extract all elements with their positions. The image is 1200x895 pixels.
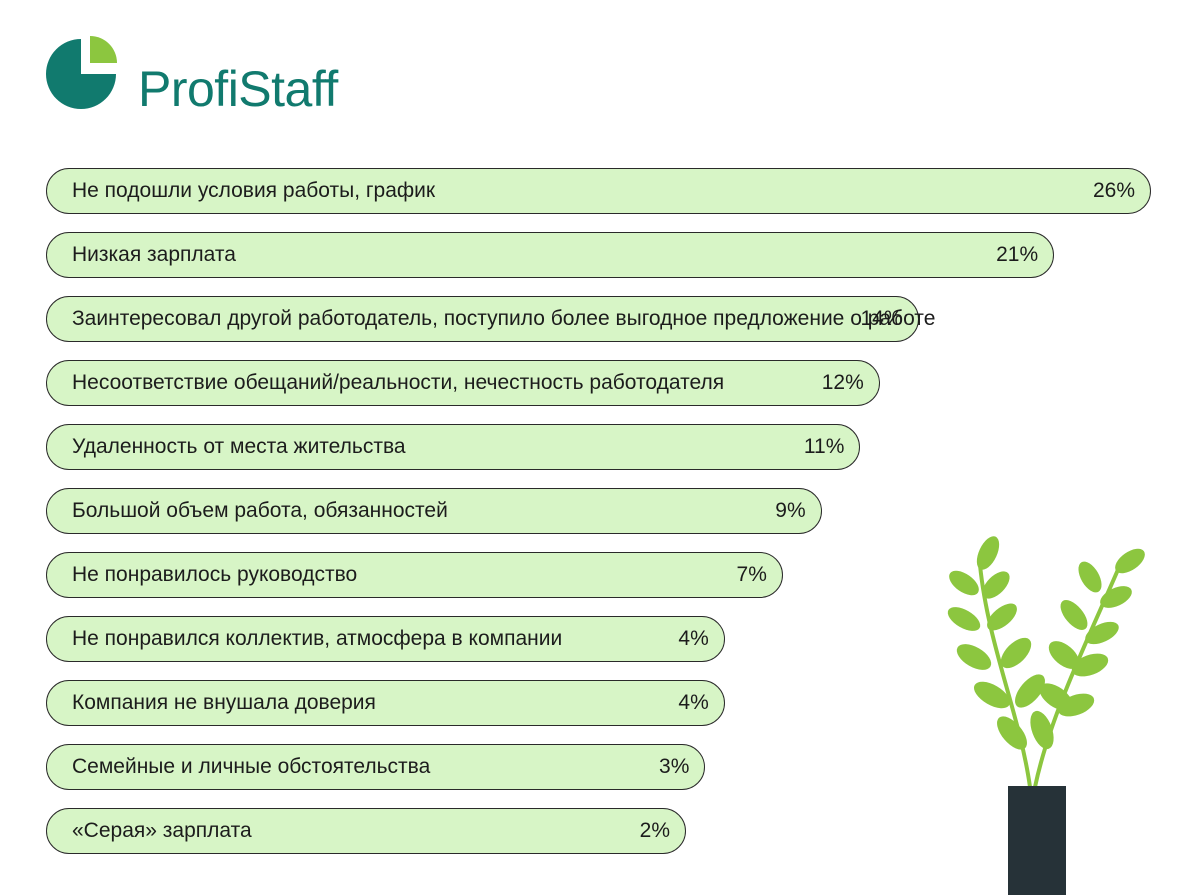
bar: Семейные и личные обстоятельства 3% [46,744,706,790]
potted-plant-icon [947,536,1145,895]
bar: Не подошли условия работы, график 26% [46,168,1151,214]
bar-value-label: 3% [659,755,690,778]
bar-value-label: 7% [736,563,767,586]
bar-label: «Серая» зарплата [72,819,252,842]
bar-label: Большой объем работа, обязанностей [72,499,448,522]
bar-label: Не понравилось руководство [72,563,358,586]
bar-value-label: 14% [860,307,903,330]
bar: Несоответствие обещаний/реальности, нече… [46,360,880,406]
bar: Заинтересовал другой работодатель, посту… [46,296,935,342]
bar-value-label: 2% [639,819,670,842]
bar-label: Компания не внушала доверия [72,691,376,714]
bar-label: Несоответствие обещаний/реальности, нече… [72,371,725,394]
bar-value-label: 9% [775,499,806,522]
bar-value-label: 21% [996,243,1039,266]
bar: Компания не внушала доверия 4% [46,680,725,726]
bar-value-label: 11% [803,435,845,458]
bar-label: Заинтересовал другой работодатель, посту… [72,307,936,330]
bar: Удаленность от места жительства 11% [46,424,861,470]
bar-label: Низкая зарплата [72,243,236,266]
bar-value-label: 12% [821,371,864,394]
bar-label: Не подошли условия работы, график [72,179,436,202]
bar: Не понравилось руководство 7% [46,552,783,598]
bar-label: Удаленность от места жительства [72,435,406,458]
bar-value-label: 4% [678,691,709,714]
brand-name: ProfiStaff [138,61,338,117]
brand-logo: ProfiStaff [44,36,374,117]
bar: «Серая» зарплата 2% [46,808,686,854]
bar-label: Семейные и личные обстоятельства [72,755,431,778]
pie-logo-icon [46,36,117,109]
bar-label: Не понравился коллектив, атмосфера в ком… [72,627,563,650]
bar-value-label: 26% [1092,179,1135,202]
bar: Не понравился коллектив, атмосфера в ком… [46,616,725,662]
bar: Низкая зарплата 21% [46,232,1055,278]
bar: Большой объем работа, обязанностей 9% [46,488,822,534]
bar-value-label: 4% [678,627,709,650]
